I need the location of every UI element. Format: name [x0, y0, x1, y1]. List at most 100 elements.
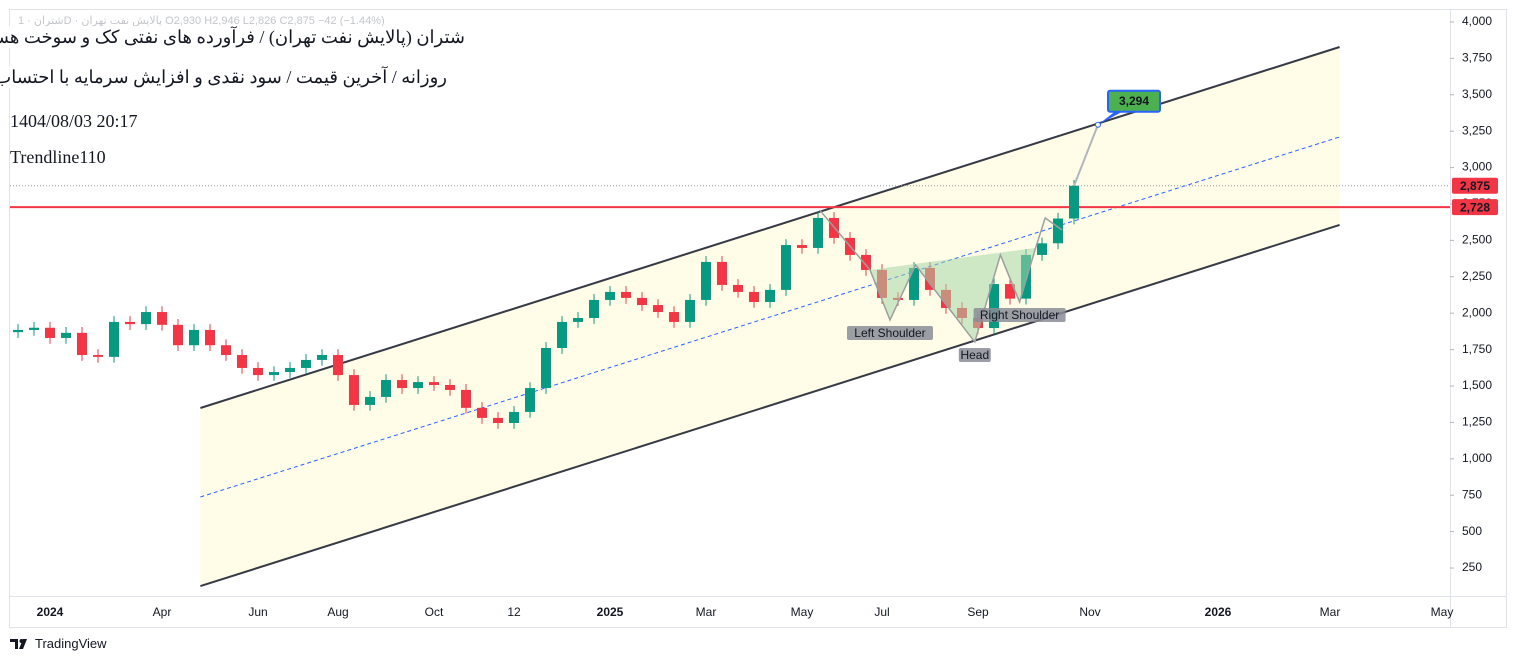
x-tick-label: May	[1431, 605, 1454, 619]
candle-body	[493, 417, 503, 423]
candle-body	[93, 354, 103, 357]
candle-body	[589, 299, 599, 318]
candle-body	[749, 291, 759, 302]
candle-body	[605, 291, 615, 300]
y-tick-label: 3,500	[1462, 87, 1492, 101]
projection-label: 3,294	[1119, 94, 1149, 108]
candle-body	[573, 317, 583, 322]
x-tick-label: Oct	[425, 605, 444, 619]
chart-title: شتران (پالایش نفت تهران) / فرآورده های ن…	[0, 26, 465, 48]
candle-body	[701, 261, 711, 300]
y-tick-label: 4,000	[1462, 14, 1492, 28]
y-tick-label: 3,250	[1462, 123, 1492, 137]
candle-body	[253, 367, 263, 376]
candle-body	[813, 217, 823, 248]
pattern-label: Left Shoulder	[854, 326, 925, 340]
candle-body	[157, 312, 167, 325]
candle-body	[413, 382, 423, 389]
projection-line	[1073, 124, 1099, 187]
candle-body	[989, 284, 999, 329]
candle-body	[317, 354, 327, 360]
candle-body	[205, 329, 215, 346]
candle-body	[77, 332, 87, 355]
candle-body	[1005, 284, 1015, 299]
pattern-label: Right Shoulder	[980, 308, 1059, 322]
candle-body	[621, 291, 631, 298]
frame	[9, 9, 1507, 628]
candle-body	[509, 411, 519, 423]
pattern-label: Head	[960, 348, 989, 362]
pattern-label-box	[958, 348, 991, 363]
candle-body	[717, 261, 727, 285]
y-tick-label: 1,750	[1462, 342, 1492, 356]
x-tick-label: Jun	[248, 605, 267, 619]
candle-body	[765, 289, 775, 302]
candle-body	[685, 299, 695, 322]
candle-body	[13, 329, 23, 333]
candle-body	[797, 245, 807, 248]
candle-body	[141, 312, 151, 325]
candle-body	[669, 312, 679, 322]
timestamp: 1404/08/03 20:17	[10, 110, 138, 132]
x-tick-label: Mar	[696, 605, 717, 619]
x-tick-label: 2026	[1205, 605, 1232, 619]
candle-body	[349, 375, 359, 405]
candle-body	[1053, 218, 1063, 244]
projection-label-box	[1107, 89, 1161, 113]
brand: TradingView	[10, 636, 107, 651]
candle-body	[109, 321, 119, 357]
candle-body	[653, 305, 663, 313]
x-tick-label: 2024	[37, 605, 64, 619]
x-tick-label: Aug	[327, 605, 348, 619]
x-tick-label: Apr	[153, 605, 172, 619]
y-tick-label: 3,000	[1462, 160, 1492, 174]
candle-body	[733, 284, 743, 292]
candle-body	[269, 372, 279, 376]
channel-layer	[200, 46, 1340, 588]
x-tick-label: Mar	[1320, 605, 1341, 619]
candle-body	[861, 254, 871, 270]
author: Trendline110	[10, 146, 106, 168]
candle-body	[461, 389, 471, 408]
candle-body	[557, 321, 567, 348]
candle-body	[1037, 243, 1047, 255]
y-tick-label: 2,250	[1462, 269, 1492, 283]
y-tick-label: 3,750	[1462, 51, 1492, 65]
y-tick-label: 1,000	[1462, 451, 1492, 465]
candle-body	[173, 324, 183, 346]
price-label: 2,728	[1460, 200, 1490, 214]
pattern-line	[819, 209, 1063, 344]
plot-layer: Left Shoulder Head Right Shoulder 3,294	[10, 89, 1450, 429]
candle-body	[29, 327, 39, 330]
pattern-label-box	[973, 307, 1066, 322]
axis-layer: 250 500 750 1,000 1,250 1,500 1,750 2,000 2,250 2…	[37, 14, 1498, 619]
x-tick-label: 12	[507, 605, 521, 619]
candle-body	[525, 388, 535, 412]
candle-body	[45, 327, 55, 338]
channel-lower	[200, 223, 1340, 588]
y-tick-label: 1,250	[1462, 415, 1492, 429]
candle-body	[333, 354, 343, 376]
candle-body	[237, 354, 247, 368]
candle-body	[61, 332, 71, 338]
candle-body	[637, 297, 647, 306]
candle-body	[477, 407, 487, 418]
y-tick-label: 1,500	[1462, 378, 1492, 392]
candle-body	[285, 367, 295, 373]
y-tick-label: 500	[1462, 524, 1482, 538]
candle-body	[445, 384, 455, 390]
projection-callout	[1098, 110, 1124, 125]
price-label: 2,875	[1460, 179, 1490, 193]
y-tick-label: 2,000	[1462, 305, 1492, 319]
candle-body	[221, 345, 231, 355]
chart-subtitle: روزانه / آخرین قیمت / سود نقدی و افزایش …	[0, 66, 447, 88]
y-tick-label: 2,500	[1462, 233, 1492, 247]
candle-body	[189, 329, 199, 346]
y-tick-label: 250	[1462, 560, 1482, 574]
candle-body	[1069, 185, 1079, 219]
x-tick-label: May	[791, 605, 814, 619]
candle-body	[125, 321, 135, 325]
x-tick-label: Sep	[967, 605, 989, 619]
